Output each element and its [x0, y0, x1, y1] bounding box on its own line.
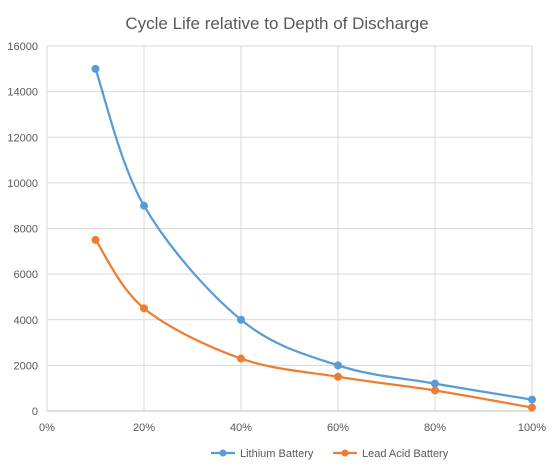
- y-tick-label: 4000: [14, 315, 38, 327]
- data-point: [528, 395, 536, 404]
- series-line: [94, 238, 534, 409]
- data-point: [91, 64, 100, 73]
- data-point: [140, 304, 148, 313]
- y-tick-label: 6000: [14, 269, 38, 281]
- x-tick-label: 40%: [230, 422, 252, 434]
- y-tick-label: 14000: [7, 87, 38, 99]
- legend-item: Lead Acid Battery: [333, 448, 449, 460]
- legend-swatch-marker: [341, 449, 349, 457]
- y-tick-label: 0: [32, 406, 38, 418]
- x-tick-label: 20%: [133, 422, 155, 434]
- data-point: [237, 354, 245, 363]
- data-point: [91, 235, 100, 244]
- x-tick-label: 100%: [518, 422, 546, 434]
- data-point: [431, 386, 439, 395]
- y-tick-label: 10000: [7, 178, 38, 190]
- data-point: [431, 379, 439, 388]
- x-tick-label: 0%: [39, 422, 55, 434]
- data-point: [237, 315, 245, 324]
- data-point: [334, 361, 342, 370]
- x-axis-tick-labels: 0% 20% 40% 60% 80% 100%: [39, 422, 546, 434]
- legend: Lithium Battery Lead Acid Battery: [211, 448, 449, 460]
- x-tick-label: 60%: [327, 422, 349, 434]
- y-axis-tick-labels: 0 2000 4000 6000 8000 10000 12000 14000 16000: [7, 41, 38, 418]
- y-tick-label: 8000: [14, 224, 38, 236]
- chart-title: Cycle Life relative to Depth of Discharg…: [125, 14, 428, 33]
- y-tick-label: 16000: [7, 41, 38, 53]
- series-line: [94, 67, 534, 401]
- y-tick-label: 12000: [7, 132, 38, 144]
- data-point: [140, 201, 148, 210]
- gridlines: [46, 45, 533, 412]
- legend-label: Lead Acid Battery: [362, 448, 449, 460]
- series-lines: [91, 64, 536, 412]
- series-lithium-battery: [91, 64, 536, 404]
- y-tick-label: 2000: [14, 360, 38, 372]
- series-lead-acid-battery: [91, 235, 536, 412]
- x-tick-label: 80%: [424, 422, 446, 434]
- legend-item: Lithium Battery: [211, 448, 314, 460]
- data-point: [528, 403, 536, 412]
- legend-swatch-marker: [219, 449, 227, 457]
- data-point: [334, 372, 342, 381]
- legend-label: Lithium Battery: [240, 448, 314, 460]
